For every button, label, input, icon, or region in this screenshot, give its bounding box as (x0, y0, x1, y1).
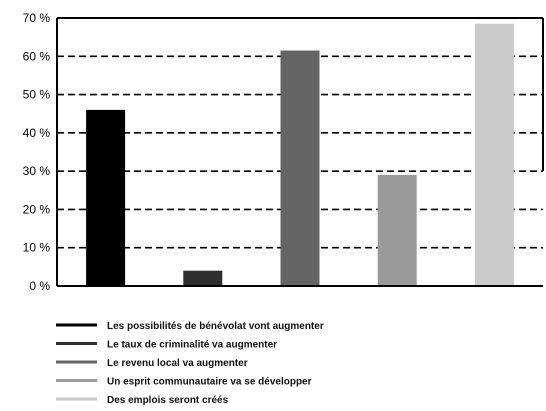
legend-label-2: Le taux de criminalité va augmenter (107, 340, 277, 351)
bar-3 (280, 50, 320, 286)
y-tick-label: 10 % (23, 241, 51, 255)
y-tick-label: 50 % (23, 88, 51, 102)
y-tick-label: 20 % (23, 202, 51, 216)
axis-layer: 0 % 10 % 20 % 30 % 40 % 50 % 60 % 70 % (23, 11, 544, 293)
bar-5 (474, 23, 514, 286)
legend: Les possibilités de bénévolat vont augme… (56, 321, 324, 406)
bar-layer (86, 23, 514, 286)
y-tick-label: 70 % (23, 11, 51, 25)
bar-1 (86, 109, 126, 286)
legend-label-4: Un esprit communautaire va se développer (107, 377, 312, 388)
y-tick-label: 40 % (23, 126, 51, 140)
y-tick-label: 30 % (23, 164, 51, 178)
legend-label-5: Des emplois seront créés (107, 395, 229, 406)
legend-label-1: Les possibilités de bénévolat vont augme… (107, 321, 324, 332)
y-tick-label: 60 % (23, 49, 51, 63)
y-tick-label: 0 % (29, 279, 50, 293)
bar-2 (183, 270, 223, 286)
legend-label-3: Le revenu local va augmenter (107, 358, 248, 369)
bar-4 (377, 174, 417, 286)
